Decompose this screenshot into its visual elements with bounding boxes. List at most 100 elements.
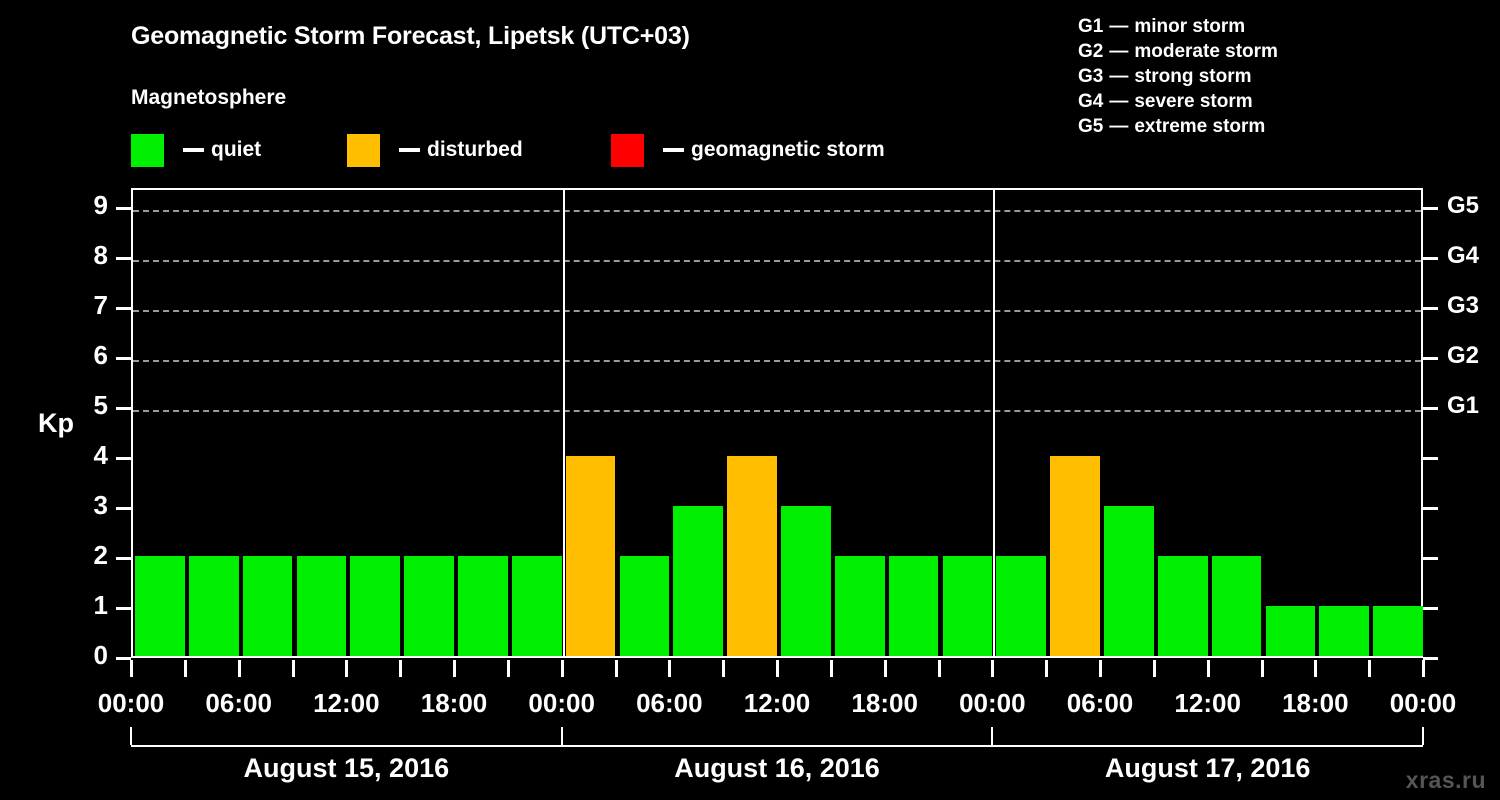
day-separator <box>562 190 565 656</box>
y-tick-left-1 <box>116 607 131 610</box>
g-legend-description: strong storm <box>1134 65 1252 87</box>
x-tick <box>776 660 779 677</box>
y-tick-right-3 <box>1423 507 1438 510</box>
x-tick <box>1206 660 1210 677</box>
y-tick-right-1 <box>1423 607 1438 610</box>
page-title: Geomagnetic Storm Forecast, Lipetsk (UTC… <box>131 22 690 50</box>
y-axis-label-4: 4 <box>93 440 108 470</box>
x-tick <box>183 660 187 677</box>
g-legend-code: G4 <box>1078 90 1104 112</box>
x-axis-label: 12:00 <box>313 688 380 718</box>
g-scale-legend: G1— minor storm G2— moderate storm G3— strong… <box>1078 14 1278 139</box>
bar <box>296 556 347 656</box>
bar <box>619 556 670 656</box>
g-scale-label-g2: G2 <box>1447 342 1480 369</box>
g-legend-separator: — <box>1109 40 1129 62</box>
x-tick <box>1152 660 1156 677</box>
bar <box>781 506 831 656</box>
legend-dash-icon <box>183 148 204 152</box>
x-axis-label: 18:00 <box>851 688 918 718</box>
y-tick-right-9 <box>1423 207 1438 210</box>
y-tick-left-6 <box>116 357 131 360</box>
x-axis-label: 06:00 <box>1066 688 1134 718</box>
y-axis-label-8: 8 <box>93 240 108 270</box>
legend-dash-icon <box>663 148 684 152</box>
day-separator <box>993 190 996 656</box>
g-legend-separator: — <box>1109 15 1129 37</box>
bar <box>1104 506 1154 656</box>
bar <box>727 456 777 656</box>
x-tick <box>829 660 833 677</box>
bar <box>996 556 1047 656</box>
date-label-day-3: August 17, 2016 <box>1104 753 1311 783</box>
g-scale-label-g4: G4 <box>1447 242 1480 269</box>
date-label-day-1: August 15, 2016 <box>243 753 450 783</box>
legend-swatch-quiet <box>131 133 164 167</box>
bar <box>350 556 401 656</box>
gridline-kp-7 <box>133 310 1421 312</box>
y-axis-label-3: 3 <box>93 490 108 520</box>
x-tick <box>453 660 456 677</box>
x-tick <box>722 660 726 677</box>
x-tick <box>291 660 295 677</box>
x-axis-label: 12:00 <box>1174 688 1241 718</box>
watermark: xras.ru <box>1405 767 1486 793</box>
y-tick-right-4 <box>1423 457 1438 460</box>
legend-swatch-geomagnetic-storm <box>611 133 644 167</box>
bar <box>404 556 454 656</box>
legend-swatch-disturbed <box>347 133 380 167</box>
date-band-baseline <box>131 745 1423 747</box>
gridline-kp-9 <box>133 210 1421 212</box>
bar <box>565 456 616 656</box>
legend-entry-quiet: quiet <box>131 132 261 168</box>
g-legend-description: severe storm <box>1134 90 1253 112</box>
y-tick-left-8 <box>116 257 131 260</box>
y-tick-right-7 <box>1423 307 1438 310</box>
g-legend-code: G1 <box>1078 15 1104 37</box>
date-band-tick <box>130 727 132 745</box>
g-legend-row-g1: G1— minor storm <box>1078 14 1278 39</box>
y-tick-left-4 <box>116 457 131 460</box>
plot-area <box>131 188 1423 658</box>
legend-label-disturbed: disturbed <box>427 138 523 161</box>
date-band-tick <box>991 727 994 745</box>
y-axis-label-9: 9 <box>93 190 108 220</box>
y-axis-label-2: 2 <box>93 540 108 570</box>
x-tick <box>345 660 349 677</box>
x-tick <box>237 660 241 677</box>
x-tick <box>883 660 887 677</box>
plot-inner <box>133 190 1423 656</box>
g-legend-row-g5: G5— extreme storm <box>1078 114 1278 139</box>
y-tick-left-9 <box>116 207 131 210</box>
x-tick <box>937 660 941 677</box>
x-tick <box>1422 660 1425 677</box>
g-legend-row-g4: G4— severe storm <box>1078 89 1278 114</box>
y-tick-right-6 <box>1423 357 1438 360</box>
x-axis-label: 00:00 <box>1389 688 1457 718</box>
x-axis-label: 06:00 <box>205 688 272 718</box>
y-tick-left-3 <box>116 507 131 510</box>
gridline-kp-6 <box>133 360 1421 362</box>
x-tick <box>1099 660 1102 677</box>
x-tick <box>399 660 403 677</box>
bar <box>834 556 885 656</box>
y-tick-left-2 <box>116 557 131 560</box>
gridline-kp-5 <box>133 410 1421 412</box>
y-axis-label-6: 6 <box>93 340 108 370</box>
g-legend-separator: — <box>1109 115 1129 137</box>
g-scale-label-g1: G1 <box>1447 392 1480 419</box>
y-tick-left-0 <box>116 657 131 660</box>
bar <box>1373 606 1423 656</box>
g-scale-label-g3: G3 <box>1447 292 1480 319</box>
bar <box>1319 606 1370 656</box>
date-band-tick <box>560 727 563 745</box>
x-tick <box>1260 660 1264 677</box>
y-axis-label-7: 7 <box>93 290 108 320</box>
g-scale-label-g5: G5 <box>1447 192 1480 219</box>
x-tick <box>668 660 672 677</box>
g-legend-description: moderate storm <box>1134 40 1278 62</box>
bar <box>888 556 939 656</box>
legend-entry-disturbed: disturbed <box>347 132 523 168</box>
g-legend-separator: — <box>1109 65 1129 87</box>
x-axis-label: 00:00 <box>528 688 595 718</box>
